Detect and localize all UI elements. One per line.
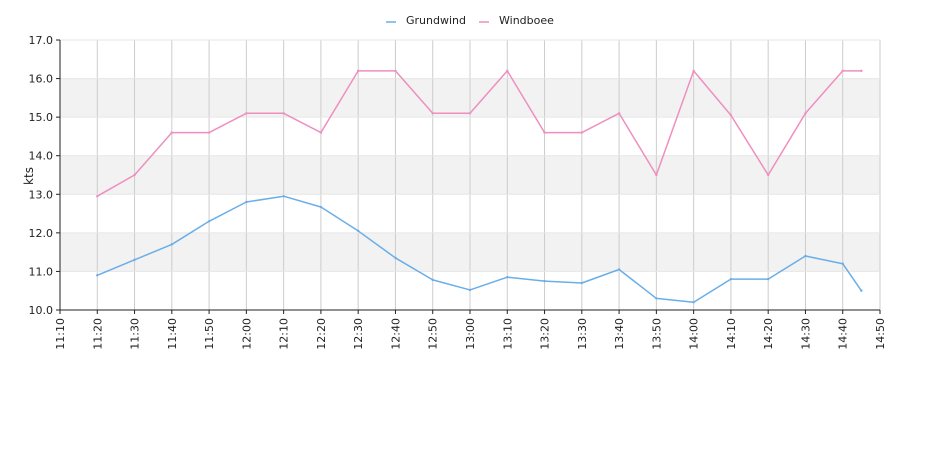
series-windboee — [96, 69, 863, 198]
data-point — [468, 288, 472, 292]
data-point — [170, 131, 174, 134]
y-tick-label: 14.0 — [29, 150, 54, 163]
x-tick-label: 11:50 — [203, 318, 216, 350]
data-point — [766, 277, 770, 281]
data-point — [133, 258, 136, 262]
x-tick-label: 13:50 — [650, 318, 663, 350]
x-tick-label: 14:50 — [874, 318, 887, 350]
data-point — [655, 297, 658, 300]
data-point — [580, 131, 584, 134]
y-tick-label: 17.0 — [29, 34, 54, 47]
data-point — [394, 69, 397, 73]
series-line — [96, 195, 862, 304]
legend-item: Grundwind — [386, 14, 466, 27]
x-tick-label: 11:20 — [91, 318, 104, 350]
data-point — [729, 114, 733, 117]
x-tick-label: 13:30 — [576, 318, 589, 350]
data-point — [356, 229, 360, 233]
x-tick-label: 13:40 — [613, 318, 626, 350]
data-point — [468, 112, 472, 115]
data-point — [282, 112, 285, 115]
data-point — [282, 195, 285, 198]
x-tick-label: 12:40 — [389, 318, 402, 350]
data-point — [692, 69, 695, 73]
legend-item: Windboee — [479, 14, 554, 27]
data-point — [617, 268, 621, 271]
y-tick-label: 15.0 — [29, 111, 54, 124]
data-point — [860, 289, 863, 292]
legend: Grundwind Windboee — [386, 14, 554, 27]
data-point — [394, 256, 397, 260]
data-point — [431, 278, 434, 282]
data-point — [841, 262, 844, 265]
y-tick-label: 16.0 — [29, 73, 54, 86]
data-point — [431, 112, 434, 115]
x-tick-label: 12:30 — [352, 318, 365, 350]
x-tick-label: 14:10 — [725, 318, 738, 350]
x-tick-label: 12:10 — [278, 318, 291, 350]
x-tick-label: 14:30 — [799, 318, 812, 350]
x-tick-label: 12:50 — [427, 318, 440, 350]
x-tick-label: 11:10 — [54, 318, 67, 350]
x-tick-label: 12:20 — [315, 318, 328, 350]
data-point — [245, 112, 248, 115]
data-point — [207, 131, 211, 134]
data-point — [506, 276, 509, 279]
series-line — [96, 70, 862, 197]
data-point — [692, 301, 695, 304]
y-tick-label: 10.0 — [29, 304, 54, 317]
y-tick-labels: 10.0 11.0 12.0 13.0 14.0 15.0 16.0 17.0 — [29, 34, 60, 317]
y-axis-title: kts — [22, 167, 36, 185]
vertical-gridlines — [59, 40, 881, 310]
x-tick-label: 13:10 — [501, 318, 514, 350]
data-point — [207, 220, 211, 223]
data-point — [133, 173, 136, 177]
legend-label: Windboee — [499, 14, 554, 27]
x-tick-label: 14:20 — [762, 318, 775, 350]
data-point — [245, 200, 248, 204]
data-point — [804, 112, 807, 115]
x-tick-label: 14:00 — [688, 318, 701, 350]
x-tick-label: 14:40 — [837, 318, 850, 350]
y-tick-label: 13.0 — [29, 188, 54, 201]
x-tick-labels: 11:10 11:20 11:30 11:40 11:50 12:00 12:10 12:20… — [54, 310, 887, 350]
data-point — [580, 281, 584, 285]
x-tick-label: 12:00 — [240, 318, 253, 350]
x-tick-label: 11:30 — [129, 318, 142, 350]
data-point — [356, 69, 360, 73]
data-point — [860, 69, 863, 73]
x-tick-label: 13:00 — [464, 318, 477, 350]
data-point — [506, 69, 509, 73]
data-point — [96, 274, 99, 277]
y-tick-label: 11.0 — [29, 265, 54, 278]
data-point — [543, 131, 546, 134]
series-grundwind — [96, 195, 863, 304]
data-point — [617, 112, 621, 115]
data-point — [804, 254, 807, 258]
legend-label: Grundwind — [406, 14, 466, 27]
data-point — [543, 279, 546, 283]
data-point — [841, 69, 844, 73]
x-tick-label: 11:40 — [166, 318, 179, 350]
data-point — [319, 131, 323, 134]
data-point — [655, 173, 658, 177]
data-point — [729, 277, 733, 281]
data-point — [319, 205, 323, 209]
y-tick-label: 12.0 — [29, 227, 54, 240]
data-point — [766, 173, 770, 177]
data-point — [170, 243, 174, 246]
x-tick-label: 13:20 — [539, 318, 552, 350]
data-point — [96, 195, 99, 198]
